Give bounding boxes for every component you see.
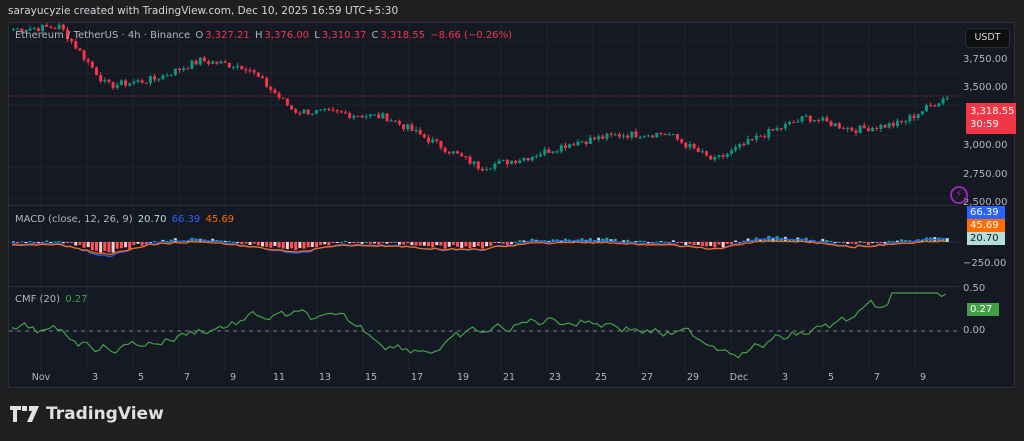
tradingview-logo-icon	[10, 406, 39, 422]
symbol-title: Ethereum / TetherUS · 4h · Binance	[15, 30, 191, 41]
macd-hist-value: 20.70	[137, 214, 167, 225]
cmf-legend: CMF (20) 0.27	[15, 294, 88, 305]
macd-signal-tag: 45.69	[967, 219, 1005, 232]
lightning-icon[interactable]: ⚡	[950, 186, 968, 204]
close-value: 3,318.55	[380, 30, 426, 41]
chart-caption: sarayucyzie created with TradingView.com…	[8, 5, 399, 17]
symbol-legend: Ethereum / TetherUS · 4h · Binance O 3,32…	[15, 30, 513, 41]
cmf-value: 0.27	[65, 294, 88, 305]
price-axis[interactable]: 3,750.00 3,500.00 3,000.00 2,750.00 2,50…	[963, 54, 1008, 336]
last-price-label: 3,318.55 30:59	[966, 103, 1016, 134]
chart-frame[interactable]: Ethereum / TetherUS · 4h · Binance O 3,32…	[8, 22, 1016, 389]
open-value: 3,327.21	[205, 30, 250, 41]
time-axis[interactable]: Nov 3 5 7 9 11 13 15 17 19 21 23 25 27 2…	[31, 372, 927, 383]
macd-line-tag: 66.39	[967, 206, 1005, 219]
chart-canvas[interactable]	[9, 23, 1016, 389]
currency-button[interactable]: USDT	[965, 28, 1010, 48]
pane-divider[interactable]	[9, 205, 959, 206]
macd-line-value: 66.39	[171, 214, 201, 225]
bar-countdown: 30:59	[970, 119, 999, 130]
low-value: 3,310.37	[321, 30, 367, 41]
macd-legend: MACD (close, 12, 26, 9) 20.70 66.39 45.6…	[15, 214, 235, 225]
pane-divider[interactable]	[9, 286, 959, 287]
macd-signal-value: 45.69	[205, 214, 235, 225]
change-value: −8.66 (−0.26%)	[430, 30, 513, 41]
macd-hist-tag: 20.70	[967, 232, 1005, 245]
high-value: 3,376.00	[264, 30, 310, 41]
tradingview-logo: TradingView	[10, 404, 164, 424]
cmf-tag: 0.27	[967, 303, 999, 316]
